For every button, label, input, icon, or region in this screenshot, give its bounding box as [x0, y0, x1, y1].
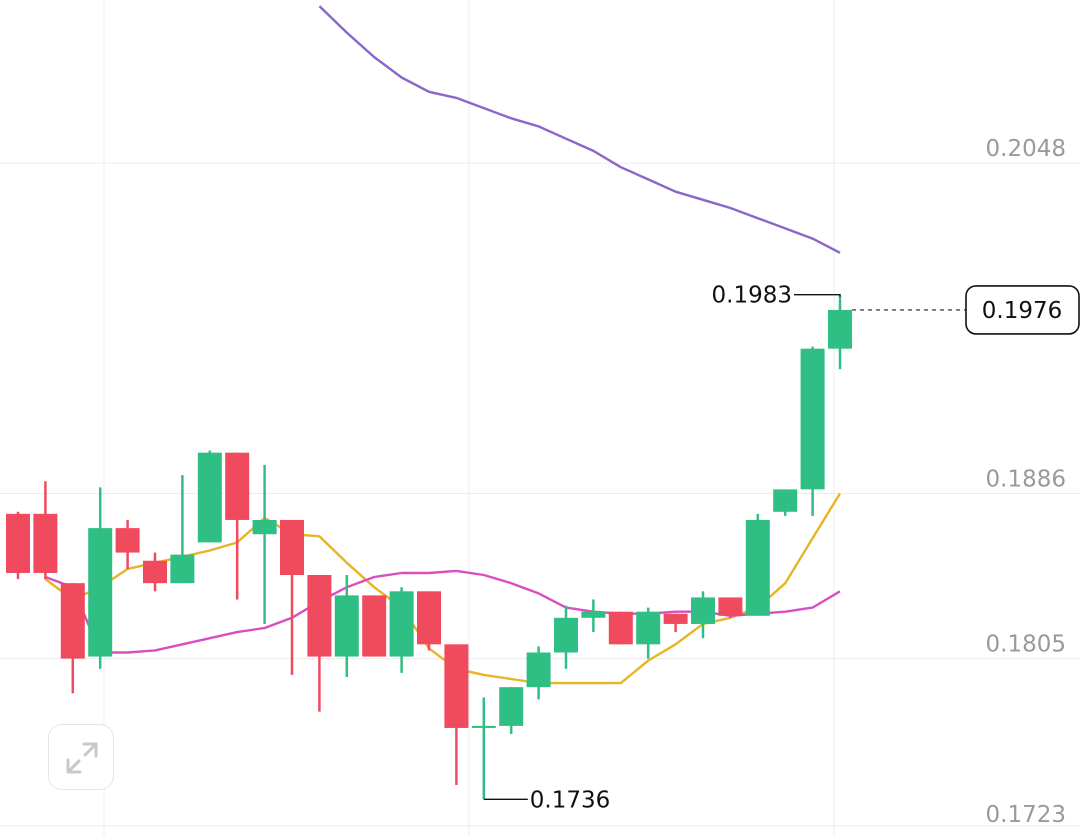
candle-body — [88, 528, 113, 657]
candle-body — [581, 611, 606, 618]
candle-body — [362, 595, 387, 657]
candle-body — [197, 452, 222, 543]
expand-arrows-icon — [66, 742, 98, 774]
fullscreen-button[interactable] — [48, 724, 114, 790]
moving-average-line-1 — [44, 492, 842, 685]
price-tick-label: 0.1723 — [986, 802, 1066, 828]
current-price-badge — [965, 285, 1080, 335]
high-annotation-leader — [794, 293, 841, 297]
candle-body — [526, 652, 551, 688]
price-tick-label: 0.1805 — [986, 632, 1066, 658]
candle-body — [663, 613, 688, 624]
candle-body — [773, 489, 798, 512]
high-price-label: 0.1983 — [712, 283, 792, 309]
candle-body — [225, 452, 250, 520]
candle-body — [252, 519, 277, 535]
price-tick-label: 0.2048 — [986, 136, 1066, 162]
candle-body — [691, 597, 715, 624]
candle-body — [389, 591, 414, 657]
candle-body — [170, 554, 195, 584]
candle-body — [800, 348, 825, 490]
candle-body — [6, 513, 30, 573]
candle-body — [828, 309, 852, 349]
candle-body — [444, 644, 469, 728]
candle-body — [499, 687, 524, 726]
candle-body — [718, 597, 743, 616]
current-price-label: 0.1976 — [982, 298, 1062, 324]
candle-body — [417, 591, 441, 645]
candle-body — [608, 611, 633, 645]
candle-body — [636, 611, 661, 645]
candle-body — [334, 595, 359, 657]
candle-body — [60, 583, 85, 659]
candle-body — [745, 519, 770, 616]
candle-body — [280, 519, 304, 576]
candle-body — [554, 617, 578, 653]
price-tick-label: 0.1886 — [986, 466, 1066, 492]
candle-body — [33, 513, 58, 573]
moving-average-line-3 — [318, 5, 841, 254]
candle-body — [143, 560, 167, 584]
candle-body — [471, 725, 496, 728]
candle-body — [115, 528, 140, 553]
candle-body — [307, 575, 332, 657]
low-price-label: 0.1736 — [530, 787, 610, 813]
